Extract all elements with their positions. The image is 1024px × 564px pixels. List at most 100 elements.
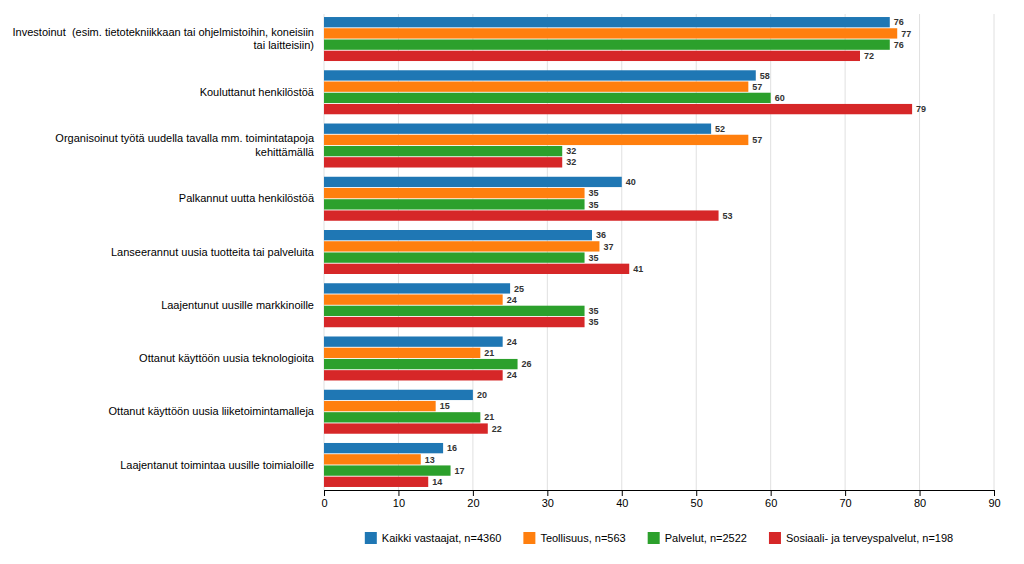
- y-tick-label-line: Lanseerannut uusia tuotteita tai palvelu…: [111, 246, 315, 258]
- x-tick-mark: [547, 490, 548, 496]
- y-tick-label: Kouluttanut henkilöstöä: [200, 86, 315, 98]
- bar: [324, 17, 890, 27]
- y-tick: Investoinut (esim. tietotekniikkaan tai …: [13, 26, 314, 51]
- bar: [324, 81, 748, 91]
- data-label: 35: [589, 317, 599, 327]
- grid: [324, 14, 994, 490]
- y-tick: Laajentanut toimintaa uusille toimialoil…: [120, 458, 314, 470]
- data-label: 35: [589, 200, 599, 210]
- data-label: 79: [916, 104, 926, 114]
- bars: [324, 17, 912, 487]
- plot: 0 10 20 30 40 50 60 70 80 90 Investoinut (esim. ti…: [13, 14, 1001, 509]
- y-tick-label: Organisoinut työtä uudella tavalla mm. t…: [55, 132, 315, 157]
- bar: [324, 390, 473, 400]
- y-tick: Kouluttanut henkilöstöä: [200, 86, 315, 98]
- data-label: 15: [440, 401, 450, 411]
- bar: [324, 454, 421, 464]
- grid-line: [770, 14, 771, 490]
- y-tick-label-line: Investoinut (esim. tietotekniikkaan tai …: [13, 26, 314, 38]
- x-tick-label: 30: [542, 497, 554, 509]
- series: [324, 51, 912, 487]
- x-tick-label: 70: [839, 497, 851, 509]
- x-tick-mark: [920, 490, 921, 496]
- x-tick-mark: [398, 490, 399, 496]
- data-label: 58: [760, 71, 770, 81]
- y-tick: Palkannut uutta henkilöstöä: [179, 192, 315, 204]
- bar: [324, 210, 719, 220]
- bar: [324, 135, 748, 145]
- y-tick-label-line: Ottanut käyttöön uusia liiketoimintamall…: [109, 405, 315, 417]
- data-label: 52: [715, 124, 725, 134]
- x-tick: 30: [542, 490, 554, 509]
- y-tick-label: Laajentunut uusille markkinoille: [161, 299, 314, 311]
- x-tick: 0: [321, 490, 327, 509]
- y-tick-label-line: Palkannut uutta henkilöstöä: [179, 192, 315, 204]
- bar: [324, 348, 480, 358]
- y-tick: Ottanut käyttöön uusia liiketoimintamall…: [109, 405, 315, 417]
- grid-line: [919, 14, 920, 490]
- x-tick-mark: [473, 490, 474, 496]
- bar: [324, 306, 585, 316]
- data-label: 72: [864, 51, 874, 61]
- y-tick-label-line: Laajentunut uusille markkinoille: [161, 299, 314, 311]
- bar: [324, 317, 585, 327]
- y-tick-label-line: Kouluttanut henkilöstöä: [200, 86, 315, 98]
- x-tick: 70: [839, 490, 851, 509]
- data-label: 57: [752, 135, 762, 145]
- y-tick-label: Laajentanut toimintaa uusille toimialoil…: [120, 458, 314, 470]
- data-label: 14: [432, 477, 442, 487]
- data-label: 21: [484, 348, 494, 358]
- data-label: 16: [447, 443, 457, 453]
- y-tick-label-line: Laajentanut toimintaa uusille toimialoil…: [120, 458, 314, 470]
- chart: 0 10 20 30 40 50 60 70 80 90 Investoinut (esim. ti…: [0, 0, 1024, 564]
- x-tick-label: 60: [765, 497, 777, 509]
- data-label: 60: [775, 93, 785, 103]
- data-label: 40: [626, 177, 636, 187]
- x-tick-label: 90: [988, 497, 1000, 509]
- legend-label: Sosiaali- ja terveyspalvelut, n=198: [786, 532, 953, 544]
- x-tick: 10: [393, 490, 405, 509]
- data-label: 13: [425, 455, 435, 465]
- data-label: 26: [522, 359, 532, 369]
- y-tick: Organisoinut työtä uudella tavalla mm. t…: [55, 132, 315, 157]
- legend-label: Kaikki vastaajat, n=4360: [382, 532, 502, 544]
- bar: [324, 70, 756, 80]
- x-tick-label: 20: [467, 497, 479, 509]
- x-tick: 40: [616, 490, 628, 509]
- legend-item: Sosiaali- ja terveyspalvelut, n=198: [769, 532, 953, 544]
- data-label: 35: [589, 306, 599, 316]
- data-label: 36: [596, 230, 606, 240]
- series: [324, 28, 897, 464]
- y-tick-label: Palkannut uutta henkilöstöä: [179, 192, 315, 204]
- x-tick: 20: [467, 490, 479, 509]
- bar: [324, 336, 503, 346]
- x-tick-label: 10: [393, 497, 405, 509]
- data-label: 20: [477, 390, 487, 400]
- bar: [324, 401, 436, 411]
- y-tick-label-line: kehittämällä: [255, 146, 315, 158]
- legend-item: Palvelut, n=2522: [648, 532, 747, 544]
- x-tick-mark: [696, 490, 697, 496]
- x-tick-mark: [845, 490, 846, 496]
- legend-swatch: [365, 532, 377, 544]
- bar: [324, 370, 503, 380]
- bar: [324, 230, 592, 240]
- bar: [324, 241, 599, 251]
- x-axis-line: [325, 491, 995, 497]
- bar: [324, 28, 897, 38]
- bar: [324, 294, 503, 304]
- bar: [324, 51, 860, 61]
- bar: [324, 93, 771, 103]
- bar: [324, 283, 510, 293]
- legend-label: Teollisuus, n=563: [540, 532, 625, 544]
- x-tick-label: 50: [691, 497, 703, 509]
- data-label: 24: [507, 295, 517, 305]
- y-tick-label: Ottanut käyttöön uusia liiketoimintamall…: [109, 405, 315, 417]
- data-label: 25: [514, 284, 524, 294]
- data-label: 32: [566, 157, 576, 167]
- bar: [324, 412, 480, 422]
- y-tick: Laajentunut uusille markkinoille: [161, 299, 314, 311]
- data-label: 24: [507, 370, 517, 380]
- data-label: 41: [633, 264, 643, 274]
- x-tick-label: 80: [914, 497, 926, 509]
